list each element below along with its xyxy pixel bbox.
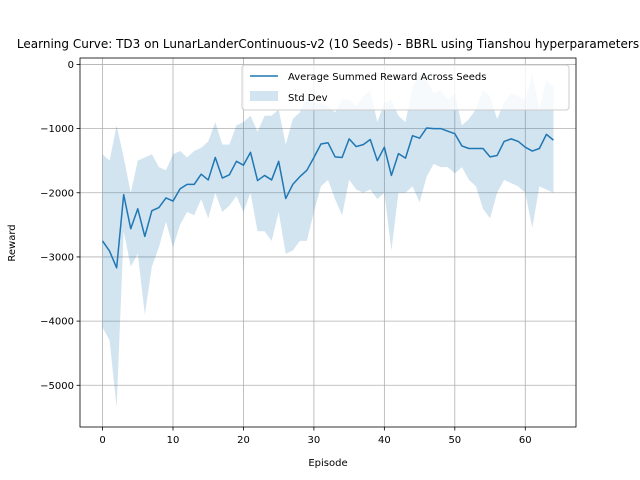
- x-axis-label: Episode: [308, 458, 347, 469]
- chart-title: Learning Curve: TD3 on LunarLanderContin…: [17, 37, 639, 51]
- x-tick-label: 10: [167, 435, 180, 446]
- grid-lines: [80, 58, 576, 427]
- plot-frame: [79, 57, 577, 428]
- y-tick-label: −3000: [40, 252, 74, 263]
- legend-std-label: Std Dev: [288, 93, 328, 104]
- y-tick-label: −2000: [40, 188, 74, 199]
- legend: Average Summed Reward Across Seeds Std D…: [241, 64, 570, 111]
- x-tick-label: 30: [308, 435, 321, 446]
- x-tick-label: 0: [99, 435, 105, 446]
- x-tick-label: 20: [237, 435, 250, 446]
- y-tick-label: −5000: [40, 381, 74, 392]
- x-tick-label: 40: [378, 435, 391, 446]
- plot-area: [80, 58, 576, 427]
- x-axis-ticks: 0 10 20 30 40 50 60: [99, 427, 532, 446]
- y-tick-label: −1000: [40, 124, 74, 135]
- mean-line-group: [101, 127, 554, 269]
- mean-reward-line: [101, 127, 554, 269]
- legend-mean-label: Average Summed Reward Across Seeds: [288, 72, 487, 83]
- y-tick-label: −4000: [40, 317, 74, 328]
- x-tick-label: 60: [519, 435, 532, 446]
- x-tick-label: 50: [448, 435, 461, 446]
- legend-band-swatch: [250, 91, 278, 101]
- y-axis-label: Reward: [7, 224, 18, 261]
- legend-box: [241, 64, 570, 111]
- y-tick-label: 0: [68, 60, 74, 71]
- y-axis-ticks: 0 −1000 −2000 −3000 −4000 −5000: [40, 60, 80, 392]
